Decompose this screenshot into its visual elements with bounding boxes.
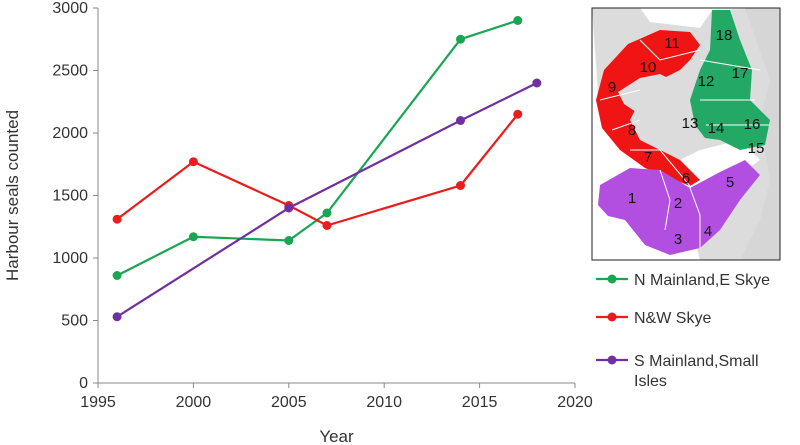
map-region-label: 7 [644, 149, 652, 166]
map-region-label: 6 [682, 170, 690, 187]
data-point [513, 16, 523, 25]
data-point [322, 221, 332, 230]
y-tick-label: 1000 [52, 250, 88, 267]
map-region-label: 11 [664, 35, 680, 52]
legend-label: N Mainland,E Skye [634, 272, 770, 289]
y-axis-title: Harbour seals counted [3, 110, 22, 281]
map-region-label: 17 [732, 65, 749, 82]
map-region-label: 15 [748, 140, 765, 157]
data-point [456, 116, 466, 125]
data-point [456, 181, 466, 190]
x-tick-label: 2020 [557, 394, 593, 411]
map-region-label: 4 [704, 223, 712, 240]
x-tick-label: 2015 [462, 394, 498, 411]
map-region-label: 2 [674, 195, 682, 212]
map-region-label: 1 [628, 190, 636, 207]
y-tick-label: 1500 [52, 188, 88, 205]
series-layer [112, 16, 542, 322]
series-3 [112, 78, 542, 322]
map-frame [591, 7, 781, 261]
y-tick-label: 3000 [52, 0, 88, 17]
data-point [456, 34, 466, 44]
legend-swatch-marker [607, 274, 617, 284]
data-point [284, 203, 294, 213]
series-line [116, 82, 538, 318]
legend-item: N&W Skye [596, 310, 711, 327]
series-2 [112, 109, 523, 230]
y-tick-label: 500 [61, 313, 88, 330]
x-axis-title: Year [319, 427, 354, 445]
series-1 [112, 16, 523, 280]
data-point [188, 232, 198, 242]
data-point [532, 78, 542, 88]
legend-swatch-marker [607, 355, 617, 365]
legend-swatch-marker [607, 312, 617, 322]
map-region-label: 9 [608, 79, 616, 96]
x-tick-label: 2005 [271, 394, 307, 411]
series-line [116, 19, 519, 277]
data-point [188, 157, 198, 167]
data-point [112, 271, 122, 280]
y-tick-label: 2500 [52, 63, 88, 80]
map-region-label: 8 [628, 122, 636, 139]
series-line [116, 113, 519, 227]
data-point [112, 214, 122, 224]
legend-label: S Mainland,Small [634, 353, 759, 370]
legend-label: N&W Skye [634, 310, 711, 327]
data-point [322, 208, 332, 218]
map-region-nw [596, 30, 700, 186]
map-region-label: 18 [716, 27, 733, 44]
x-tick-label: 1995 [80, 394, 116, 411]
map-region-label: 3 [674, 231, 682, 248]
x-tick-label: 2000 [176, 394, 212, 411]
map-land-east [740, 8, 780, 260]
y-tick-label: 0 [79, 375, 88, 392]
axes: 0 500 1000 1500 2000 2500 3000 1995 2000 2005 2010… [3, 0, 593, 445]
data-point [513, 109, 523, 119]
legend: N Mainland,E Skye N&W Skye S Mainland,Smal… [596, 272, 770, 390]
map-region-label: 16 [744, 116, 761, 133]
legend-label: Isles [634, 373, 667, 390]
map-region-south [598, 160, 760, 255]
y-tick-label: 2000 [52, 125, 88, 142]
map-region-ne [690, 10, 770, 150]
x-tick-label: 2010 [366, 394, 402, 411]
map-region-label: 14 [708, 120, 725, 137]
map-region-label: 12 [698, 73, 715, 90]
map-boundaries [599, 39, 770, 248]
legend-item: S Mainland,Small Isles [596, 353, 759, 390]
map-region-label: 10 [640, 59, 657, 76]
map-region-label: 13 [682, 115, 699, 132]
map-skye-island [618, 74, 676, 118]
legend-item: N Mainland,E Skye [596, 272, 770, 289]
data-point [284, 236, 294, 245]
map-region-label: 5 [726, 174, 734, 191]
data-point [112, 312, 122, 322]
